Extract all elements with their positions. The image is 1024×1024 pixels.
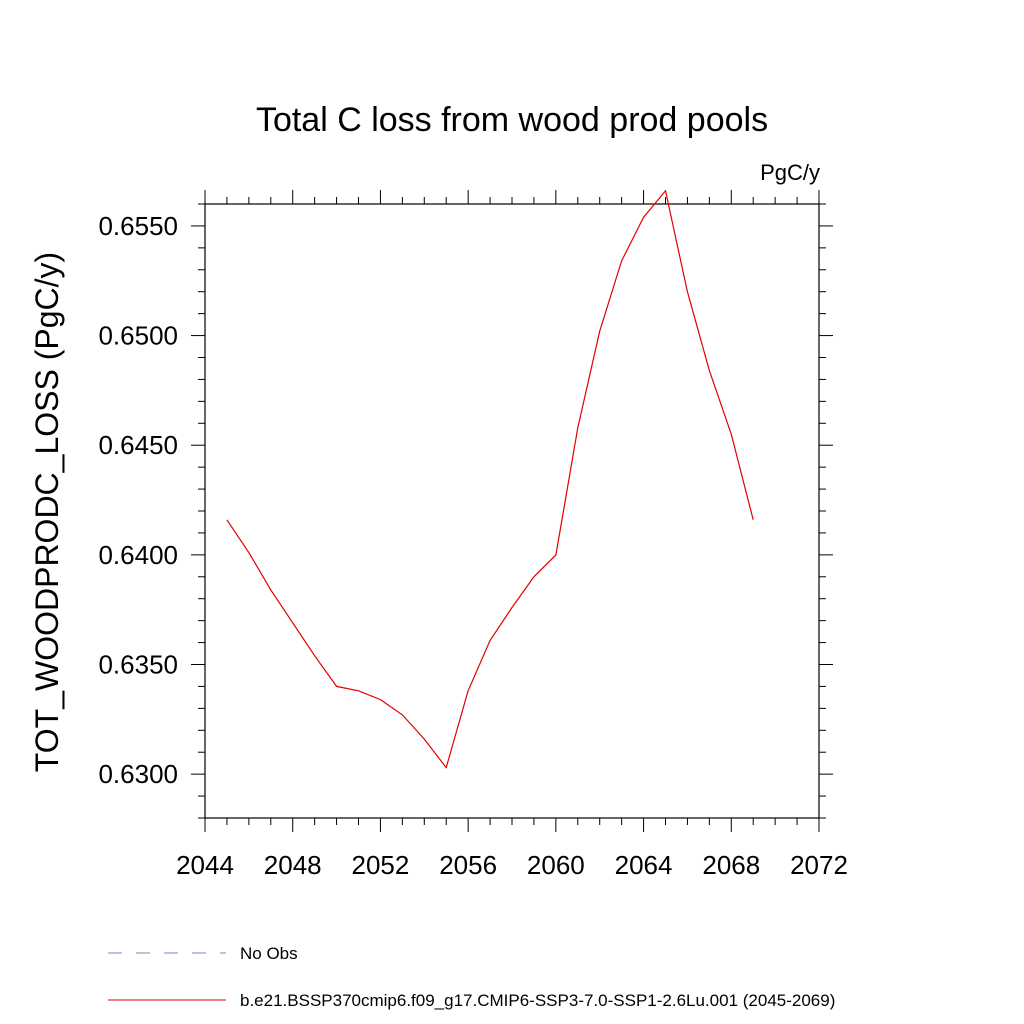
series-lines xyxy=(226,189,754,769)
legend-label: No Obs xyxy=(240,944,298,963)
y-tick-label: 0.6400 xyxy=(98,540,178,570)
x-tick-label: 2044 xyxy=(176,850,234,880)
x-tick-label: 2068 xyxy=(702,850,760,880)
axis-ticks xyxy=(191,190,833,832)
x-tick-label: 2072 xyxy=(790,850,848,880)
y-tick-label: 0.6350 xyxy=(98,650,178,680)
units-label: PgC/y xyxy=(760,160,820,185)
x-tick-label: 2064 xyxy=(615,850,673,880)
legend: No Obs b.e21.BSSP370cmip6.f09_g17.CMIP6-S… xyxy=(108,944,835,1010)
legend-label: b.e21.BSSP370cmip6.f09_g17.CMIP6-SSP3-7.… xyxy=(240,991,835,1010)
x-tick-label: 2060 xyxy=(527,850,585,880)
x-tick-label: 2056 xyxy=(439,850,497,880)
series-line xyxy=(226,189,754,769)
y-axis-label: TOT_WOODPRODC_LOSS (PgC/y) xyxy=(29,252,65,772)
plot-frame xyxy=(204,203,820,819)
y-tick-label: 0.6550 xyxy=(98,211,178,241)
x-tick-label: 2048 xyxy=(264,850,322,880)
x-tick-label: 2052 xyxy=(352,850,410,880)
y-tick-label: 0.6300 xyxy=(98,759,178,789)
y-tick-label: 0.6450 xyxy=(98,430,178,460)
tick-labels: 2044 2048 2052 2056 2060 2064 2068 2072 0.6300 0.… xyxy=(98,211,847,880)
y-tick-label: 0.6500 xyxy=(98,321,178,351)
chart-title: Total C loss from wood prod pools xyxy=(256,101,768,139)
